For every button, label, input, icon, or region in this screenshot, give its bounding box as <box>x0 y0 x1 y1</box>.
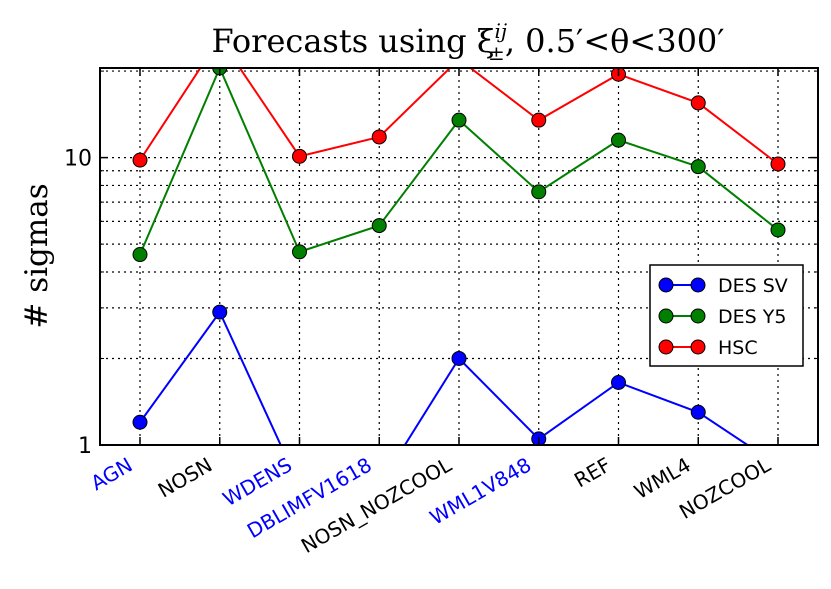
data-point <box>292 148 307 164</box>
data-point <box>690 159 706 175</box>
legend-marker <box>658 339 674 355</box>
x-tick-label: NOZCOOL <box>675 452 775 524</box>
data-point <box>371 218 387 234</box>
legend-marker <box>658 308 674 324</box>
legend-label: DES Y5 <box>718 306 786 328</box>
data-point <box>132 414 148 430</box>
legend-marker <box>690 308 706 324</box>
legend-label: HSC <box>718 337 758 359</box>
y-tick-label: 10 <box>64 147 92 172</box>
data-point <box>212 304 228 320</box>
data-point <box>531 112 547 128</box>
series-hsc <box>132 68 786 172</box>
y-axis-label: # sigmas <box>19 183 55 328</box>
data-point <box>451 112 467 128</box>
series-line <box>139 68 779 255</box>
data-point <box>770 156 786 172</box>
axis-ticks: 1 10 <box>64 68 818 459</box>
data-point <box>611 374 626 390</box>
data-point <box>690 95 706 111</box>
x-tick-label: NOSN <box>154 453 217 503</box>
series-line <box>139 68 779 165</box>
chart-title: Forecasts using ξij ±, 0.5′<θ<300′ <box>211 19 724 65</box>
x-tick-label: REF <box>570 453 615 493</box>
data-point <box>132 247 148 263</box>
x-tick-label: WML4 <box>630 453 695 504</box>
legend-marker <box>690 339 706 355</box>
legend-item: DES Y5 <box>658 306 786 328</box>
legend-marker <box>690 277 706 293</box>
data-point <box>451 350 467 366</box>
data-point <box>770 222 786 238</box>
data-point <box>611 132 626 148</box>
legend-item: HSC <box>658 337 758 359</box>
data-point <box>292 244 307 260</box>
legend: DES SV DES Y5 HSC <box>649 264 804 367</box>
data-point <box>132 152 148 168</box>
data-point <box>690 404 706 420</box>
data-point <box>771 458 785 472</box>
x-tick-label: AGN <box>87 453 137 496</box>
x-tick-labels: AGN NOSN WDENSDBLIMFV1618NOSN_NOZCOOLWML1V… <box>87 452 776 558</box>
legend-item: DES SV <box>658 275 788 297</box>
data-point <box>371 129 387 145</box>
data-point <box>531 184 547 200</box>
legend-marker <box>658 277 674 293</box>
legend-label: DES SV <box>718 275 788 297</box>
y-tick-label: 1 <box>78 434 92 459</box>
